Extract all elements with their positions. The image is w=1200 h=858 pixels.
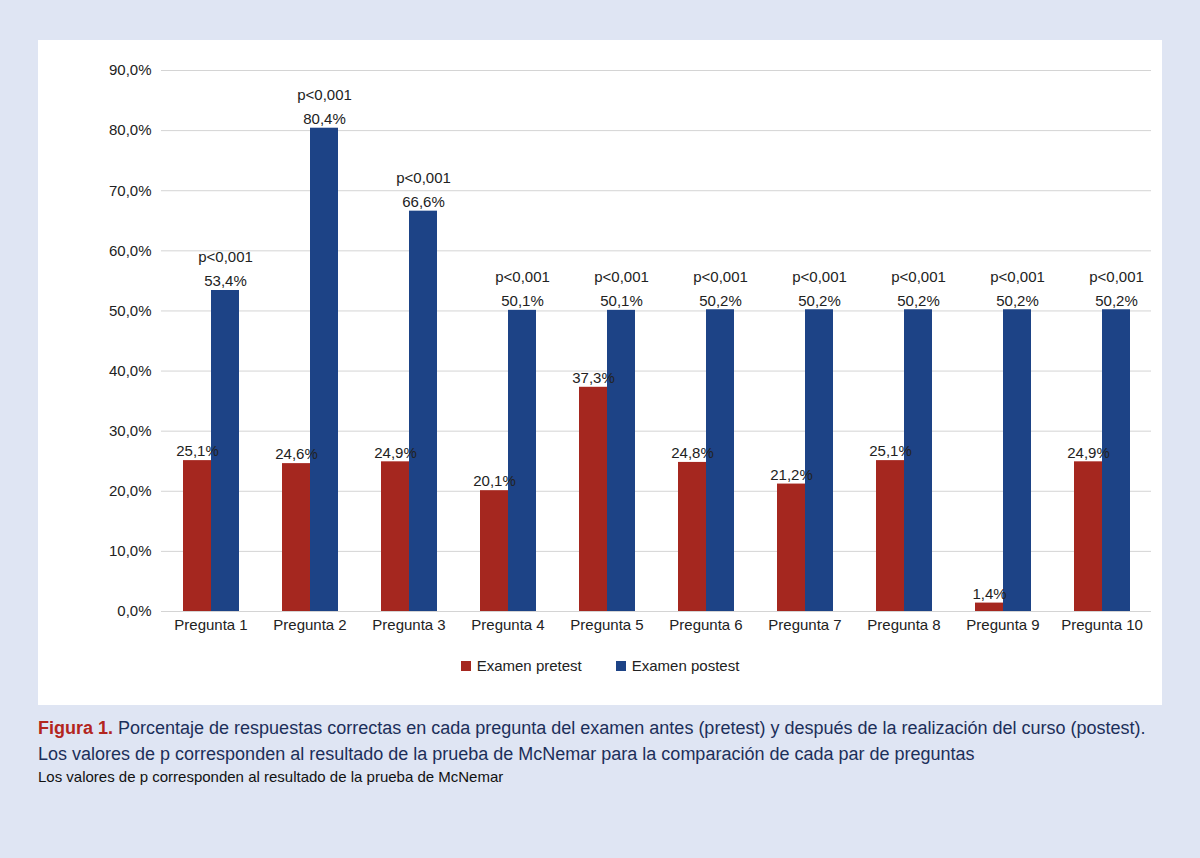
svg-text:p<0,001: p<0,001	[792, 268, 847, 285]
svg-text:80,0%: 80,0%	[109, 121, 152, 138]
svg-text:Pregunta 8: Pregunta 8	[867, 616, 940, 633]
svg-text:60,0%: 60,0%	[109, 242, 152, 259]
svg-text:24,8%: 24,8%	[671, 444, 714, 461]
svg-text:50,1%: 50,1%	[600, 292, 643, 309]
svg-text:p<0,001: p<0,001	[693, 268, 748, 285]
svg-text:50,2%: 50,2%	[996, 292, 1039, 309]
svg-text:Pregunta 4: Pregunta 4	[471, 616, 544, 633]
svg-text:p<0,001: p<0,001	[396, 169, 451, 186]
svg-text:50,2%: 50,2%	[798, 292, 841, 309]
svg-text:24,9%: 24,9%	[374, 444, 417, 461]
svg-text:Pregunta 3: Pregunta 3	[372, 616, 445, 633]
svg-text:80,4%: 80,4%	[303, 110, 346, 127]
svg-text:1,4%: 1,4%	[972, 585, 1006, 602]
svg-text:Pregunta 10: Pregunta 10	[1061, 616, 1143, 633]
svg-text:Pregunta 5: Pregunta 5	[570, 616, 643, 633]
svg-text:50,2%: 50,2%	[897, 292, 940, 309]
svg-text:p<0,001: p<0,001	[495, 268, 550, 285]
svg-text:Pregunta 9: Pregunta 9	[966, 616, 1039, 633]
html-text:Examen pretest: Examen pretest	[476, 657, 582, 674]
svg-text:30,0%: 30,0%	[109, 422, 152, 439]
html-text:Los valores de p corresponden: Los valores de p corresponden al resulta…	[38, 768, 504, 786]
html-text:Figura 1. Porcentaje de respue: Figura 1. Porcentaje de respuestas corre…	[38, 718, 1146, 764]
svg-text:p<0,001: p<0,001	[1089, 268, 1144, 285]
svg-text:10,0%: 10,0%	[109, 542, 152, 559]
svg-text:53,4%: 53,4%	[204, 272, 247, 289]
svg-text:0,0%: 0,0%	[117, 602, 151, 619]
svg-text:21,2%: 21,2%	[770, 466, 813, 483]
svg-text:20,1%: 20,1%	[473, 472, 516, 489]
svg-text:p<0,001: p<0,001	[891, 268, 946, 285]
svg-text:Pregunta 1: Pregunta 1	[174, 616, 247, 633]
svg-text:24,9%: 24,9%	[1067, 444, 1110, 461]
svg-text:66,6%: 66,6%	[402, 193, 445, 210]
svg-text:20,0%: 20,0%	[109, 482, 152, 499]
svg-text:40,0%: 40,0%	[109, 362, 152, 379]
svg-text:p<0,001: p<0,001	[990, 268, 1045, 285]
svg-text:25,1%: 25,1%	[869, 442, 912, 459]
svg-text:37,3%: 37,3%	[572, 369, 615, 386]
svg-text:Pregunta 6: Pregunta 6	[669, 616, 742, 633]
svg-text:p<0,001: p<0,001	[198, 248, 253, 265]
svg-text:50,1%: 50,1%	[501, 292, 544, 309]
html-text:Examen postest: Examen postest	[631, 657, 740, 674]
svg-text:p<0,001: p<0,001	[594, 268, 649, 285]
svg-text:24,6%: 24,6%	[275, 445, 318, 462]
svg-text:50,0%: 50,0%	[109, 302, 152, 319]
svg-text:25,1%: 25,1%	[176, 442, 219, 459]
svg-text:90,0%: 90,0%	[109, 61, 152, 78]
svg-text:Pregunta 2: Pregunta 2	[273, 616, 346, 633]
svg-text:Pregunta 7: Pregunta 7	[768, 616, 841, 633]
svg-text:p<0,001: p<0,001	[297, 86, 352, 103]
svg-text:50,2%: 50,2%	[1095, 292, 1138, 309]
svg-text:50,2%: 50,2%	[699, 292, 742, 309]
svg-text:70,0%: 70,0%	[109, 182, 152, 199]
